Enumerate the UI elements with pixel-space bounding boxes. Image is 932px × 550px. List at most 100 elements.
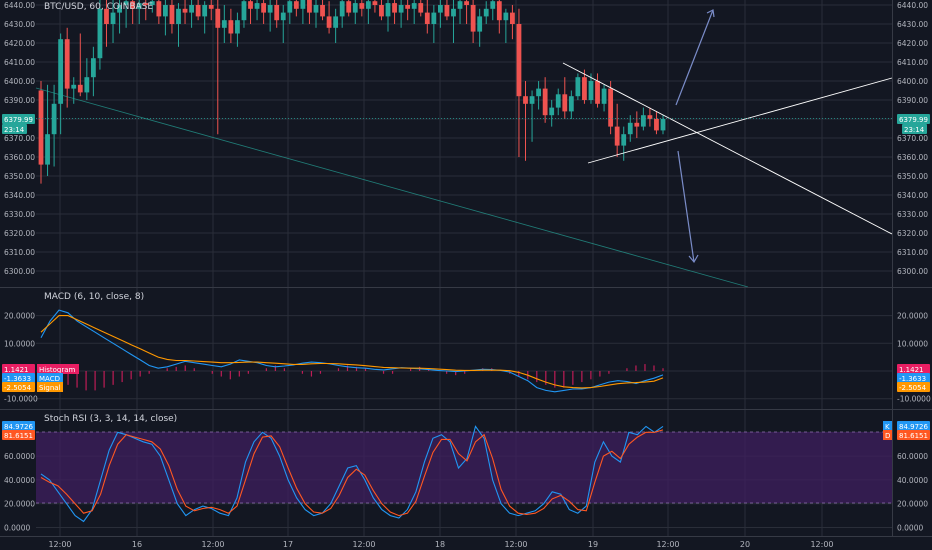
y-tick-label-left: 6410.00 — [4, 58, 35, 67]
candle-body — [582, 77, 587, 100]
candle-body — [424, 12, 430, 24]
candle-body — [326, 16, 332, 28]
candle-body — [130, 1, 136, 9]
y-tick-label-left: 6350.00 — [4, 172, 35, 181]
y-tick-label-right: 6360.00 — [897, 153, 928, 162]
candle-body — [621, 134, 627, 146]
macd-value-tag-left-bg — [2, 364, 35, 374]
macd-name-tag-bg — [37, 382, 63, 392]
stoch-letter-tag: K — [885, 423, 890, 431]
macd-line-signal — [40, 315, 664, 389]
macd-value-tag-right: 1.1421 — [899, 366, 924, 374]
candle-body — [189, 5, 194, 13]
macd-value-tag-right: -1.3633 — [899, 375, 926, 383]
y-tick-label-right: 6350.00 — [897, 172, 928, 181]
candle-body — [77, 84, 83, 93]
countdown-tag-right-bg — [902, 124, 927, 135]
macd-name-tag-bg — [37, 364, 79, 374]
x-tick-label: 12:00 — [810, 540, 833, 549]
candle-body — [300, 0, 306, 9]
candle-body — [156, 1, 162, 17]
candle-body — [123, 1, 129, 5]
x-tick-label: 20 — [740, 540, 750, 549]
y-tick-label-right: 6430.00 — [897, 20, 928, 29]
x-tick-label: 19 — [588, 540, 598, 549]
macd-name-tag: Histogram — [39, 366, 75, 374]
macd-value-tag-left-bg — [2, 382, 35, 392]
y-tick-label-left: 6400.00 — [4, 77, 35, 86]
candle-body — [287, 1, 293, 13]
candle-body — [398, 5, 404, 13]
candle-body — [339, 1, 345, 17]
y-tick-label-right: 6320.00 — [897, 229, 928, 238]
candle-body — [392, 3, 397, 13]
candle-body — [228, 20, 234, 34]
candle-body — [163, 5, 168, 17]
y-tick-label-right: 6410.00 — [897, 58, 928, 67]
y-tick-label-left: -10.0000 — [4, 395, 38, 404]
candle-body — [588, 81, 594, 100]
y-tick-label-right: 6340.00 — [897, 191, 928, 200]
stoch-line-d — [40, 429, 664, 517]
candle-body — [333, 16, 339, 28]
y-tick-label-right: 6390.00 — [897, 96, 928, 105]
macd-value-tag-right-bg — [897, 373, 930, 383]
stoch-value-tag-left: 84.9726 — [4, 423, 33, 431]
y-tick-label-right: 6300.00 — [897, 267, 928, 276]
drawing-tools[interactable] — [35, 9, 893, 288]
arrow-up-line[interactable] — [675, 9, 714, 106]
macd-name-tag: Signal — [39, 384, 61, 392]
trendline-teal[interactable] — [35, 87, 749, 288]
stoch-value-tag-right: 81.6151 — [899, 432, 928, 440]
candle-body — [143, 3, 149, 5]
candle-body — [385, 3, 391, 17]
macd-value-tag-left-bg — [2, 373, 35, 383]
candle-body — [575, 77, 581, 97]
candle-body — [320, 5, 325, 17]
candle-body — [562, 94, 568, 112]
x-tick-label: 12:00 — [201, 540, 224, 549]
macd-value-tag-right-bg — [897, 364, 930, 374]
candle-body — [660, 119, 666, 131]
candle-body — [346, 1, 352, 13]
candle-body — [359, 3, 365, 9]
y-tick-label-right: 60.0000 — [897, 452, 928, 461]
candle-body — [627, 122, 633, 135]
candle-body — [568, 96, 574, 112]
candle-body — [235, 20, 240, 34]
candle-body — [104, 8, 109, 24]
candle-body — [71, 84, 77, 89]
candle-body — [405, 5, 411, 9]
y-tick-label-right: 0.0000 — [897, 524, 923, 533]
y-tick-label-left: 0.0000 — [4, 524, 30, 533]
arrow-down-line[interactable] — [677, 150, 695, 263]
descending-trendline[interactable] — [562, 62, 893, 235]
y-tick-label-right: 10.0000 — [897, 339, 928, 348]
candle-body — [261, 3, 267, 13]
candle-body — [470, 5, 476, 32]
candle-body — [136, 3, 142, 9]
candle-body — [503, 12, 509, 21]
candle-body — [516, 24, 522, 97]
candle-body — [510, 12, 515, 24]
macd-pane-title[interactable]: MACD (6, 10, close, 8) — [44, 292, 145, 302]
macd-value-tag-left: -2.5054 — [4, 384, 32, 392]
candle-body — [110, 12, 116, 24]
x-tick-label: 18 — [435, 540, 445, 549]
x-tick-label: 12:00 — [656, 540, 679, 549]
candle-body — [608, 88, 614, 127]
stoch-value-tag-left-bg — [2, 421, 35, 431]
candle-body — [293, 1, 299, 9]
candle-body — [379, 5, 384, 17]
candle-body — [274, 5, 280, 21]
candle-body — [149, 1, 155, 5]
stoch-rsi-pane-title[interactable]: Stoch RSI (3, 3, 14, 14, close) — [44, 414, 178, 424]
candle-body — [549, 107, 555, 116]
ascending-trendline[interactable] — [587, 77, 893, 164]
countdown-tag-left: 23:14 — [4, 126, 25, 134]
macd-value-tag-left: -1.3633 — [4, 375, 31, 383]
candle-body — [97, 8, 103, 59]
price-pane-title[interactable]: BTC/USD, 60, COINBASE — [44, 2, 154, 12]
stoch-value-tag-left: 81.6151 — [4, 432, 33, 440]
